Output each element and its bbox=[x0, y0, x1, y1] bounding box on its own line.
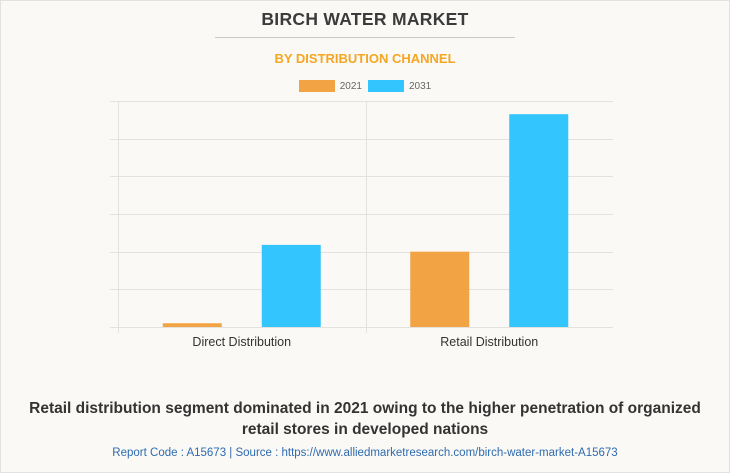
legend-item-2021[interactable]: 2021 bbox=[298, 80, 362, 92]
title-divider bbox=[215, 37, 515, 38]
legend: 2021 2031 bbox=[0, 80, 730, 92]
chart-title: BIRCH WATER MARKET bbox=[261, 9, 469, 29]
legend-swatch-2021 bbox=[298, 80, 335, 92]
bar-2031-direct-distribution bbox=[261, 244, 321, 327]
x-tick-label: Direct Distribution bbox=[192, 335, 291, 349]
source-line[interactable]: Report Code : A15673 | Source : https://… bbox=[112, 447, 618, 459]
legend-swatch-2031 bbox=[368, 80, 404, 92]
legend-label-2031: 2031 bbox=[409, 80, 432, 92]
bar-2031-retail-distribution bbox=[509, 114, 569, 327]
x-tick-label: Retail Distribution bbox=[440, 335, 538, 349]
legend-item-2031[interactable]: 2031 bbox=[368, 80, 431, 92]
bar-2021-retail-distribution bbox=[410, 251, 470, 327]
bar-2021-direct-distribution bbox=[162, 323, 222, 327]
chart-subtitle: BY DISTRIBUTION CHANNEL bbox=[274, 51, 456, 66]
legend-label-2021: 2021 bbox=[339, 80, 362, 92]
chart-caption: Retail distribution segment dominated in… bbox=[29, 400, 701, 438]
